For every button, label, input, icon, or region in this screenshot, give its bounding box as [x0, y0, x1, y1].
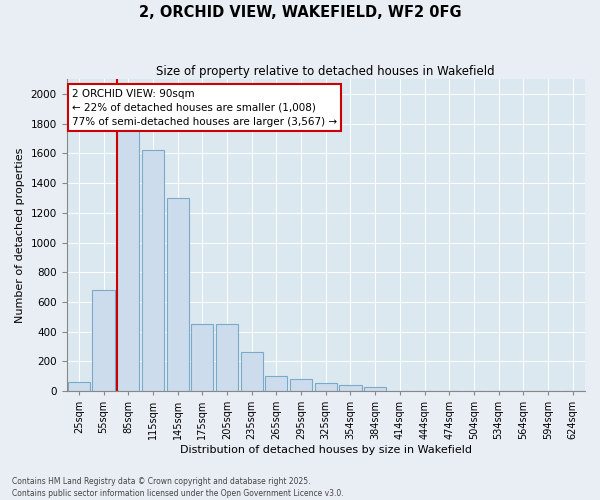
Bar	[191, 324, 214, 391]
Bar	[314, 383, 337, 391]
Text: 2 ORCHID VIEW: 90sqm
← 22% of detached houses are smaller (1,008)
77% of semi-de: 2 ORCHID VIEW: 90sqm ← 22% of detached h…	[72, 88, 337, 126]
Bar	[142, 150, 164, 391]
Bar	[265, 376, 287, 391]
Bar	[364, 386, 386, 391]
X-axis label: Distribution of detached houses by size in Wakefield: Distribution of detached houses by size …	[180, 445, 472, 455]
Bar	[167, 198, 189, 391]
Text: 2, ORCHID VIEW, WAKEFIELD, WF2 0FG: 2, ORCHID VIEW, WAKEFIELD, WF2 0FG	[139, 5, 461, 20]
Bar	[92, 290, 115, 391]
Bar	[68, 382, 90, 391]
Text: Contains HM Land Registry data © Crown copyright and database right 2025.
Contai: Contains HM Land Registry data © Crown c…	[12, 476, 344, 498]
Bar	[216, 324, 238, 391]
Bar	[290, 379, 312, 391]
Bar	[340, 385, 362, 391]
Bar	[117, 121, 139, 391]
Bar	[241, 352, 263, 391]
Title: Size of property relative to detached houses in Wakefield: Size of property relative to detached ho…	[157, 65, 495, 78]
Y-axis label: Number of detached properties: Number of detached properties	[15, 148, 25, 323]
